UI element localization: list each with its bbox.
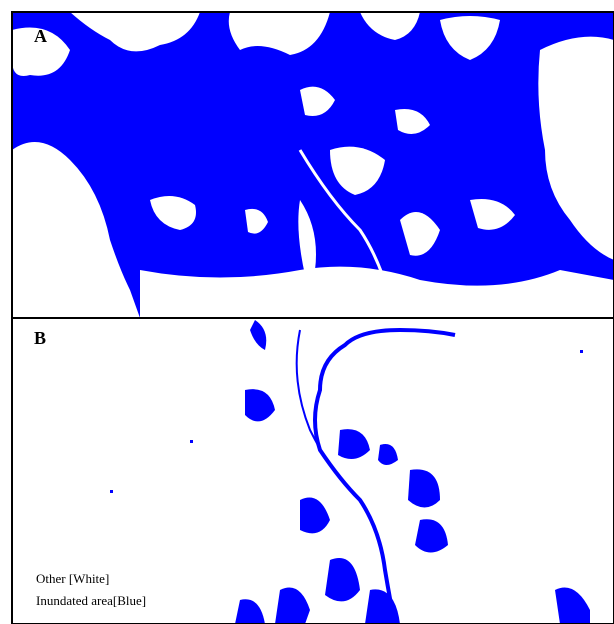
panel-a-map — [12, 12, 614, 318]
figure: A B Other [White] Inundated area[Blue] — [0, 0, 614, 624]
panel-a-label: A — [34, 26, 47, 46]
legend-item: Inundated area[Blue] — [36, 593, 146, 608]
panel-b-label: B — [34, 328, 46, 348]
legend-item: Other [White] — [36, 571, 109, 586]
